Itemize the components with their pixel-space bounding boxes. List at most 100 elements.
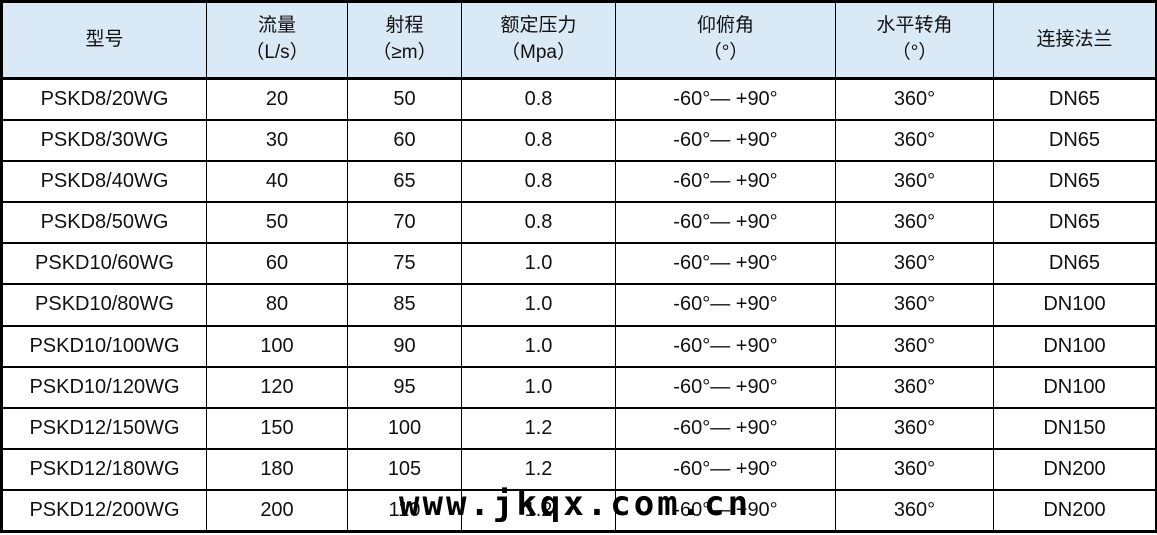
table-cell: 1.0 xyxy=(461,324,616,368)
table-row: PSKD8/50WG 50 70 0.8 -60°— +90° 360° DN65 xyxy=(1,201,1157,245)
table-cell: 1.0 xyxy=(461,365,616,409)
table-cell: -60°— +90° xyxy=(615,324,836,368)
column-unit: （≥m） xyxy=(372,42,437,63)
table-cell: PSKD10/80WG xyxy=(1,283,207,327)
column-unit: （°） xyxy=(891,42,938,63)
table-cell: 360° xyxy=(835,201,994,245)
column-title: 流量 xyxy=(257,15,296,37)
table-cell: 360° xyxy=(835,365,994,409)
table-cell: 50 xyxy=(347,77,462,122)
column-unit: （Mpa） xyxy=(501,42,576,63)
table-cell: PSKD12/180WG xyxy=(1,447,207,491)
table-cell: -60°— +90° xyxy=(615,447,836,491)
table-cell: 85 xyxy=(347,283,462,327)
table-cell: PSKD8/50WG xyxy=(1,201,207,245)
column-header: 连接法兰 xyxy=(993,1,1157,80)
table-cell: 360° xyxy=(835,283,994,327)
table-row: PSKD10/100WG 100 90 1.0 -60°— +90° 360° DN100 xyxy=(1,324,1157,368)
table-cell: 110 xyxy=(347,488,462,533)
table-cell: 80 xyxy=(206,283,348,327)
table-cell: 105 xyxy=(347,447,462,491)
table-cell: PSKD10/120WG xyxy=(1,365,207,409)
table-cell: 1.2 xyxy=(461,447,616,491)
table-cell: 1.0 xyxy=(461,242,616,286)
table-cell: 100 xyxy=(347,406,462,450)
column-header: 仰俯角 （°） xyxy=(615,1,836,80)
table-cell: 1.2 xyxy=(461,406,616,450)
table-cell: DN65 xyxy=(993,242,1157,286)
table-cell: -60°— +90° xyxy=(615,242,836,286)
table-cell: DN150 xyxy=(993,406,1157,450)
table-row: PSKD12/200WG 200 110 1.2 -60°— +90° 360° DN200 xyxy=(1,488,1157,533)
table-cell: 60 xyxy=(347,119,462,163)
table-cell: 360° xyxy=(835,77,994,122)
table-cell: 360° xyxy=(835,447,994,491)
column-title: 额定压力 xyxy=(500,15,577,37)
table-header: 型号 流量 （L/s） 射程 （≥m） 额定压力 （Mpa） 仰俯角 （°） 水平转角 （°） 连接法… xyxy=(1,1,1157,80)
table-row: PSKD8/20WG 20 50 0.8 -60°— +90° 360° DN65 xyxy=(1,77,1157,122)
column-header: 射程 （≥m） xyxy=(347,1,462,80)
table-cell: PSKD12/200WG xyxy=(1,488,207,533)
table-cell: PSKD8/30WG xyxy=(1,119,207,163)
table-cell: 65 xyxy=(347,160,462,204)
table-row: PSKD10/80WG 80 85 1.0 -60°— +90° 360° DN100 xyxy=(1,283,1157,327)
header-row: 型号 流量 （L/s） 射程 （≥m） 额定压力 （Mpa） 仰俯角 （°） 水平转角 （°） 连接法… xyxy=(1,1,1157,80)
table-cell: PSKD8/20WG xyxy=(1,77,207,122)
table-cell: -60°— +90° xyxy=(615,201,836,245)
table-cell: 200 xyxy=(206,488,348,533)
table-cell: 95 xyxy=(347,365,462,409)
column-title: 型号 xyxy=(85,28,124,50)
table-cell: DN100 xyxy=(993,324,1157,368)
table-cell: -60°— +90° xyxy=(615,406,836,450)
table-cell: 360° xyxy=(835,160,994,204)
table-cell: -60°— +90° xyxy=(615,283,836,327)
table-cell: PSKD8/40WG xyxy=(1,160,207,204)
table-cell: 0.8 xyxy=(461,160,616,204)
table-cell: 1.0 xyxy=(461,283,616,327)
table-cell: -60°— +90° xyxy=(615,77,836,122)
column-title: 水平转角 xyxy=(876,15,953,37)
table-cell: 360° xyxy=(835,406,994,450)
table-row: PSKD12/180WG 180 105 1.2 -60°— +90° 360° DN200 xyxy=(1,447,1157,491)
column-title: 仰俯角 xyxy=(696,15,754,37)
table-cell: 360° xyxy=(835,324,994,368)
table-cell: 70 xyxy=(347,201,462,245)
table-cell: 150 xyxy=(206,406,348,450)
table-cell: -60°— +90° xyxy=(615,160,836,204)
table-cell: PSKD10/60WG xyxy=(1,242,207,286)
table-cell: PSKD10/100WG xyxy=(1,324,207,368)
table-cell: 75 xyxy=(347,242,462,286)
table-cell: 20 xyxy=(206,77,348,122)
table-row: PSKD12/150WG 150 100 1.2 -60°— +90° 360° DN150 xyxy=(1,406,1157,450)
table-cell: 100 xyxy=(206,324,348,368)
table-cell: 180 xyxy=(206,447,348,491)
table-row: PSKD8/30WG 30 60 0.8 -60°— +90° 360° DN65 xyxy=(1,119,1157,163)
column-unit: （°） xyxy=(702,42,749,63)
table-cell: DN200 xyxy=(993,488,1157,533)
table-body: PSKD8/20WG 20 50 0.8 -60°— +90° 360° DN65 PSKD8… xyxy=(1,77,1157,533)
table-cell: -60°— +90° xyxy=(615,488,836,533)
table-cell: DN65 xyxy=(993,201,1157,245)
table-cell: DN65 xyxy=(993,119,1157,163)
table-row: PSKD8/40WG 40 65 0.8 -60°— +90° 360° DN65 xyxy=(1,160,1157,204)
column-title: 射程 xyxy=(385,15,424,37)
table-cell: 360° xyxy=(835,242,994,286)
table-cell: DN100 xyxy=(993,283,1157,327)
table-cell: 120 xyxy=(206,365,348,409)
table-cell: -60°— +90° xyxy=(615,365,836,409)
table-cell: PSKD12/150WG xyxy=(1,406,207,450)
table-cell: -60°— +90° xyxy=(615,119,836,163)
table-cell: 50 xyxy=(206,201,348,245)
table-cell: 0.8 xyxy=(461,119,616,163)
table-cell: DN65 xyxy=(993,77,1157,122)
table-cell: DN100 xyxy=(993,365,1157,409)
table-row: PSKD10/120WG 120 95 1.0 -60°— +90° 360° DN100 xyxy=(1,365,1157,409)
table-cell: DN200 xyxy=(993,447,1157,491)
table-row: PSKD10/60WG 60 75 1.0 -60°— +90° 360° DN65 xyxy=(1,242,1157,286)
table-cell: 360° xyxy=(835,488,994,533)
column-header: 水平转角 （°） xyxy=(835,1,994,80)
table-cell: 40 xyxy=(206,160,348,204)
column-header: 流量 （L/s） xyxy=(206,1,348,80)
table-cell: 0.8 xyxy=(461,201,616,245)
